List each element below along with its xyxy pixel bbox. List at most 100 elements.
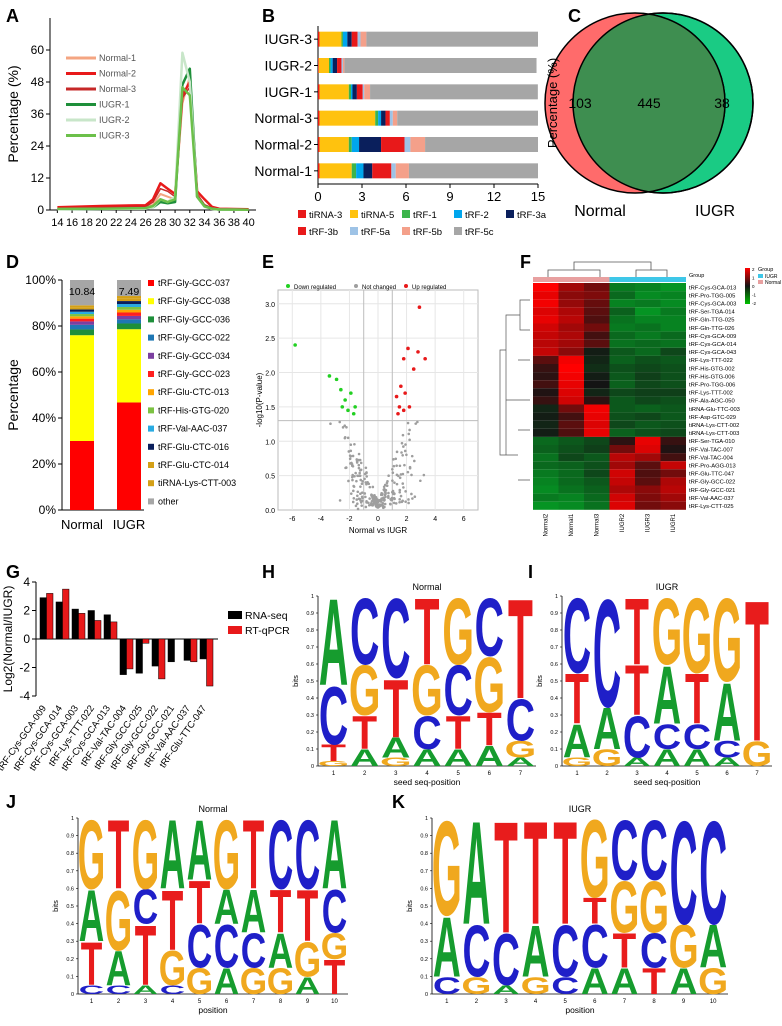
b-bar-segment [352, 84, 357, 100]
b-legend-label: tiRNA-5 [361, 210, 394, 221]
d-y-axis-label: Percentage [5, 359, 21, 431]
k-position-label: 6 [593, 999, 597, 1005]
panel-letter-e: E [262, 252, 274, 272]
g-legend-label: RT-qPCR [245, 625, 290, 637]
k-y-axis-label: bits [405, 900, 414, 912]
j-position-label: 3 [144, 999, 148, 1005]
f-heatmap-cell [635, 461, 661, 470]
j-logo-letter: T [189, 868, 211, 937]
b-legend-label: tRF-2 [465, 210, 489, 221]
f-row-label: tRF-Pro-AGG-013 [689, 464, 736, 470]
e-point-not-changed [370, 493, 373, 496]
f-heatmap-cell [635, 299, 661, 308]
h-position-label: 3 [394, 771, 398, 777]
i-logo-letter: C [653, 717, 681, 757]
j-position-label: 10 [331, 999, 338, 1005]
d-bar-segment [70, 311, 94, 315]
d-y-tick-label: 40% [32, 411, 56, 425]
k-position-label: 7 [623, 999, 627, 1005]
b-legend-swatch [454, 227, 462, 235]
e-legend-dot [354, 284, 358, 288]
f-heatmap-cell [609, 388, 635, 397]
i-logo-letter: G [682, 577, 712, 696]
a-legend-label: Normal-1 [99, 53, 136, 63]
j-logo-letter: C [322, 877, 347, 946]
k-x-axis-label: position [565, 1005, 595, 1015]
e-point-not-changed [404, 443, 407, 446]
g-bar [158, 638, 166, 680]
g-bar [110, 621, 118, 640]
f-heatmap-cell [533, 469, 559, 478]
g-bar [55, 601, 63, 640]
b-bar-segment [319, 163, 352, 179]
d-bar-segment [70, 441, 94, 510]
f-heatmap-cell [558, 291, 584, 300]
k-position-label: 5 [564, 999, 568, 1005]
i-logo-letter: G [562, 756, 592, 769]
d-bar-segment [70, 329, 94, 336]
f-heatmap-cell [609, 436, 635, 445]
f-heatmap-cell [533, 501, 559, 510]
i-y-tick-label: 0.3 [550, 713, 558, 719]
f-heatmap-cell [635, 315, 661, 324]
d-bar-segment [70, 309, 94, 312]
f-heatmap-cell [584, 436, 610, 445]
b-bar-segment [329, 58, 331, 73]
b-x-tick-label: 0 [314, 189, 321, 204]
f-column-label: Normal1 [569, 513, 575, 536]
f-row-dendrogram [499, 299, 530, 481]
b-bar-segment [356, 163, 364, 179]
e-point-not-changed [410, 473, 413, 477]
f-column-label: Normal3 [595, 513, 601, 536]
j-position-label: 1 [90, 999, 94, 1005]
e-point-not-changed [357, 497, 361, 501]
e-point-not-changed [398, 476, 402, 480]
e-point-not-changed [351, 465, 355, 468]
e-point-not-changed [387, 491, 390, 495]
f-heatmap-cell [584, 396, 610, 405]
f-heatmap-cell [558, 501, 584, 510]
f-heatmap-cell [558, 445, 584, 454]
e-point-not-changed [386, 479, 389, 483]
e-point-up [403, 391, 407, 395]
f-row-label: tRF-Val-TAC-007 [689, 447, 733, 453]
d-bar-segment [70, 321, 94, 325]
b-bar-segment [410, 137, 426, 152]
f-row-label: tRF-Lys-CTT-025 [689, 504, 734, 510]
e-point-not-changed [371, 495, 374, 499]
e-point-not-changed [402, 445, 405, 448]
f-row-label: tRF-Ser-TGA-014 [689, 310, 736, 316]
g-bar [103, 614, 111, 640]
k-logo-letter: C [670, 791, 698, 955]
b-bar-segment [404, 137, 411, 152]
h-logo-letter: C [319, 669, 348, 762]
d-y-tick-label: 60% [32, 365, 56, 379]
b-bar-segment [319, 137, 349, 152]
i-y-tick-label: 0.9 [550, 611, 558, 617]
e-point-not-changed [367, 501, 370, 505]
e-point-not-changed [383, 487, 386, 491]
d-y-tick-label: 100% [25, 273, 56, 287]
e-x-tick-label: 4 [433, 516, 437, 523]
b-bar-segment [318, 84, 320, 100]
f-heatmap-cell [660, 291, 686, 300]
d-y-tick-label: 20% [32, 457, 56, 471]
f-heatmap-cell [660, 339, 686, 348]
e-point-not-changed [393, 481, 396, 484]
j-logo-letter: A [187, 802, 212, 897]
f-heatmap-cell [533, 283, 559, 292]
j-logo-letter: C [268, 799, 293, 909]
f-heatmap-cell [660, 331, 686, 340]
f-group-bar [609, 277, 635, 282]
f-heatmap-cell [609, 461, 635, 470]
f-heatmap-cell [660, 477, 686, 486]
f-heatmap-cell [660, 445, 686, 454]
j-logo-letter: G [321, 925, 348, 967]
e-point-not-changed [354, 471, 357, 475]
g-bar [183, 638, 191, 661]
k-logo-letter: C [492, 920, 520, 1001]
f-heatmap-cell [584, 461, 610, 470]
a-x-tick-label: 32 [184, 217, 196, 229]
b-category-label: Normal-1 [254, 163, 312, 179]
